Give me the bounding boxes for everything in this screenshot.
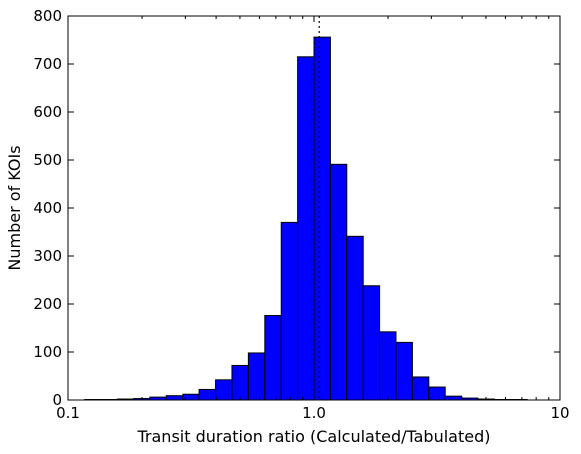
x-axis-label: Transit duration ratio (Calculated/Tabul… xyxy=(137,427,491,446)
y-tick-label: 500 xyxy=(33,151,62,169)
histogram-bar xyxy=(247,352,266,401)
histogram-bar xyxy=(280,221,299,401)
y-tick-label: 400 xyxy=(33,199,62,217)
y-tick-label: 700 xyxy=(33,55,62,73)
histogram-bar xyxy=(215,379,233,401)
histogram-bar xyxy=(231,364,249,401)
x-tick-label: 1.0 xyxy=(302,404,326,422)
histogram-bar xyxy=(297,56,315,401)
histogram-bar xyxy=(346,235,364,401)
histogram-bar xyxy=(264,315,282,401)
histogram-bar xyxy=(313,36,331,401)
histogram-bar xyxy=(411,376,430,401)
histogram-bar xyxy=(379,331,397,401)
y-tick-label: 100 xyxy=(33,343,62,361)
histogram-bar xyxy=(395,341,413,401)
x-axis-ticks: 0.1 1.0 10 xyxy=(56,16,570,422)
histogram-bars xyxy=(84,36,528,401)
y-tick-label: 600 xyxy=(33,103,62,121)
y-tick-label: 0 xyxy=(52,391,62,409)
y-axis-label: Number of KOIs xyxy=(5,145,24,270)
y-axis-ticks: 0 100 200 300 400 500 600 700 800 xyxy=(33,7,560,409)
histogram-bar xyxy=(198,388,217,401)
x-tick-label: 0.1 xyxy=(56,404,80,422)
y-tick-label: 200 xyxy=(33,295,62,313)
y-tick-label: 800 xyxy=(33,7,62,25)
histogram-bar xyxy=(165,395,184,401)
histogram-bar xyxy=(444,395,463,401)
y-tick-label: 300 xyxy=(33,247,62,265)
histogram-bar xyxy=(362,285,381,401)
histogram-bar xyxy=(329,163,348,401)
x-tick-label: 10 xyxy=(550,404,569,422)
